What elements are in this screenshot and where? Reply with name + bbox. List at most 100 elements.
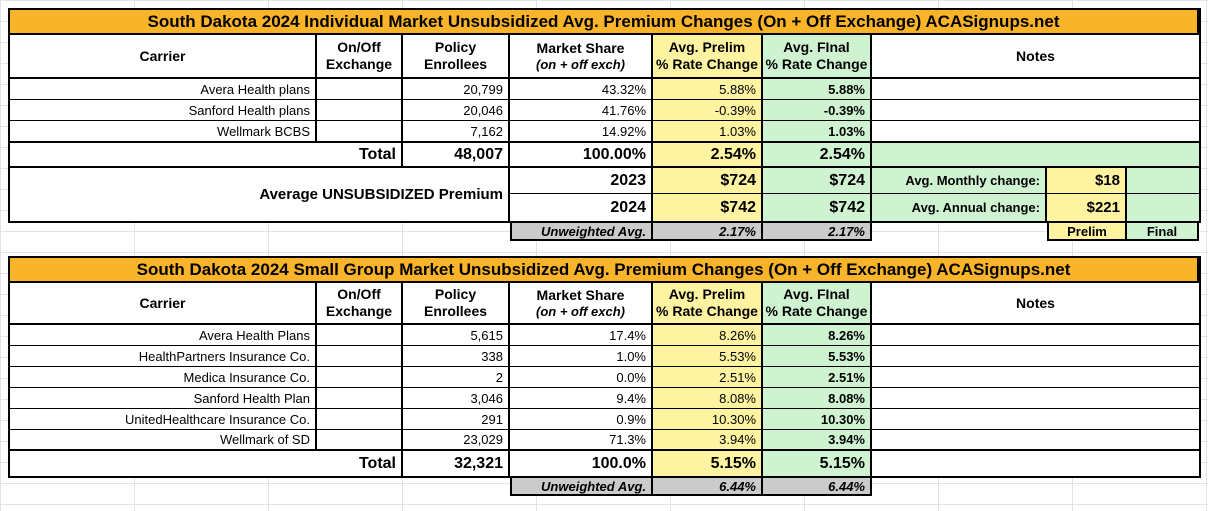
prelim-rate-cell[interactable]: 3.94% [653,430,763,451]
total-notes-cell[interactable] [872,143,1199,168]
unweighted-prelim-cell[interactable]: 6.44% [653,478,763,496]
prelim-rate-cell[interactable]: 2.51% [653,367,763,388]
final-rate-cell[interactable]: 5.88% [763,79,872,100]
premium-2024-prelim-cell[interactable]: $742 [653,194,763,221]
prelim-tag-cell[interactable]: Prelim [1047,223,1127,241]
final-rate-cell[interactable]: 5.53% [763,346,872,367]
total-final-cell[interactable]: 5.15% [763,451,872,476]
prelim-rate-cell[interactable]: 8.26% [653,325,763,346]
final-rate-cell[interactable]: 10.30% [763,409,872,430]
monthly-change-value-cell[interactable]: $18 [1047,168,1127,194]
total-prelim-cell[interactable]: 2.54% [653,143,763,168]
notes-cell[interactable] [872,100,1199,121]
prelim-rate-cell[interactable]: 8.08% [653,388,763,409]
notes-cell[interactable] [872,121,1199,143]
unweighted-final-cell[interactable]: 6.44% [763,478,872,496]
exchange-cell[interactable] [317,409,403,430]
exchange-cell[interactable] [317,121,403,143]
prelim-rate-cell[interactable]: -0.39% [653,100,763,121]
exchange-cell[interactable] [317,430,403,451]
final-rate-cell[interactable]: 1.03% [763,121,872,143]
final-rate-cell[interactable]: 8.26% [763,325,872,346]
prelim-rate-cell[interactable]: 10.30% [653,409,763,430]
carrier-cell[interactable]: Avera Health plans [10,79,317,100]
unweighted-prelim-cell[interactable]: 2.17% [653,223,763,241]
year-2023-cell[interactable]: 2023 [510,168,653,194]
premium-2023-final-cell[interactable]: $724 [763,168,872,194]
exchange-cell[interactable] [317,388,403,409]
prelim-rate-cell[interactable]: 5.53% [653,346,763,367]
market-share-cell[interactable]: 1.0% [510,346,653,367]
notes-cell[interactable] [872,346,1199,367]
market-share-cell[interactable]: 14.92% [510,121,653,143]
exchange-cell[interactable] [317,325,403,346]
exchange-cell[interactable] [317,79,403,100]
enrollees-cell[interactable]: 23,029 [403,430,510,451]
total-enrollees-cell[interactable]: 32,321 [403,451,510,476]
market-share-cell[interactable]: 41.76% [510,100,653,121]
market-share-cell[interactable]: 43.32% [510,79,653,100]
final-tag-cell[interactable]: Final [1127,223,1199,241]
carrier-cell[interactable]: Sanford Health plans [10,100,317,121]
enrollees-cell[interactable]: 5,615 [403,325,510,346]
annual-change-label-cell[interactable]: Avg. Annual change: [872,194,1047,221]
carrier-cell[interactable]: Wellmark of SD [10,430,317,451]
unweighted-row-spacer [872,223,1047,241]
notes-cell[interactable] [872,325,1199,346]
carrier-cell[interactable]: Medica Insurance Co. [10,367,317,388]
premium-2023-prelim-cell[interactable]: $724 [653,168,763,194]
carrier-cell[interactable]: Wellmark BCBS [10,121,317,143]
enrollees-cell[interactable]: 20,799 [403,79,510,100]
unweighted-row-spacer [10,223,510,241]
premium-2024-final-cell[interactable]: $742 [763,194,872,221]
total-final-cell[interactable]: 2.54% [763,143,872,168]
annual-change-tail-cell[interactable] [1127,194,1199,221]
final-rate-cell[interactable]: 8.08% [763,388,872,409]
enrollees-cell[interactable]: 20,046 [403,100,510,121]
carrier-cell[interactable]: Avera Health Plans [10,325,317,346]
unweighted-final-cell[interactable]: 2.17% [763,223,872,241]
header-market-share: Market Share (on + off exch) [510,283,653,325]
exchange-cell[interactable] [317,367,403,388]
exchange-cell[interactable] [317,346,403,367]
monthly-change-tail-cell[interactable] [1127,168,1199,194]
annual-change-value-cell[interactable]: $221 [1047,194,1127,221]
carrier-cell[interactable]: UnitedHealthcare Insurance Co. [10,409,317,430]
prelim-rate-cell[interactable]: 1.03% [653,121,763,143]
market-share-cell[interactable]: 17.4% [510,325,653,346]
total-label-cell[interactable]: Total [10,143,403,168]
notes-cell[interactable] [872,388,1199,409]
final-rate-cell[interactable]: 3.94% [763,430,872,451]
avg-unsubsidized-premium-label[interactable]: Average UNSUBSIDIZED Premium [10,168,510,221]
year-2024-cell[interactable]: 2024 [510,194,653,221]
notes-cell[interactable] [872,409,1199,430]
prelim-rate-cell[interactable]: 5.88% [653,79,763,100]
carrier-cell[interactable]: HealthPartners Insurance Co. [10,346,317,367]
notes-cell[interactable] [872,430,1199,451]
total-market-share-cell[interactable]: 100.0% [510,451,653,476]
monthly-change-label-cell[interactable]: Avg. Monthly change: [872,168,1047,194]
exchange-cell[interactable] [317,100,403,121]
total-prelim-cell[interactable]: 5.15% [653,451,763,476]
market-share-cell[interactable]: 9.4% [510,388,653,409]
total-market-share-cell[interactable]: 100.00% [510,143,653,168]
unweighted-label-cell[interactable]: Unweighted Avg. [510,478,653,496]
notes-cell[interactable] [872,367,1199,388]
total-enrollees-cell[interactable]: 48,007 [403,143,510,168]
enrollees-cell[interactable]: 338 [403,346,510,367]
enrollees-cell[interactable]: 2 [403,367,510,388]
market-share-cell[interactable]: 0.9% [510,409,653,430]
enrollees-cell[interactable]: 7,162 [403,121,510,143]
final-rate-cell[interactable]: -0.39% [763,100,872,121]
header-policy-enrollees: Policy Enrollees [403,283,510,325]
enrollees-cell[interactable]: 3,046 [403,388,510,409]
enrollees-cell[interactable]: 291 [403,409,510,430]
market-share-cell[interactable]: 71.3% [510,430,653,451]
total-notes-cell[interactable] [872,451,1199,476]
final-rate-cell[interactable]: 2.51% [763,367,872,388]
carrier-cell[interactable]: Sanford Health Plan [10,388,317,409]
notes-cell[interactable] [872,79,1199,100]
total-label-cell[interactable]: Total [10,451,403,476]
unweighted-label-cell[interactable]: Unweighted Avg. [510,223,653,241]
market-share-cell[interactable]: 0.0% [510,367,653,388]
